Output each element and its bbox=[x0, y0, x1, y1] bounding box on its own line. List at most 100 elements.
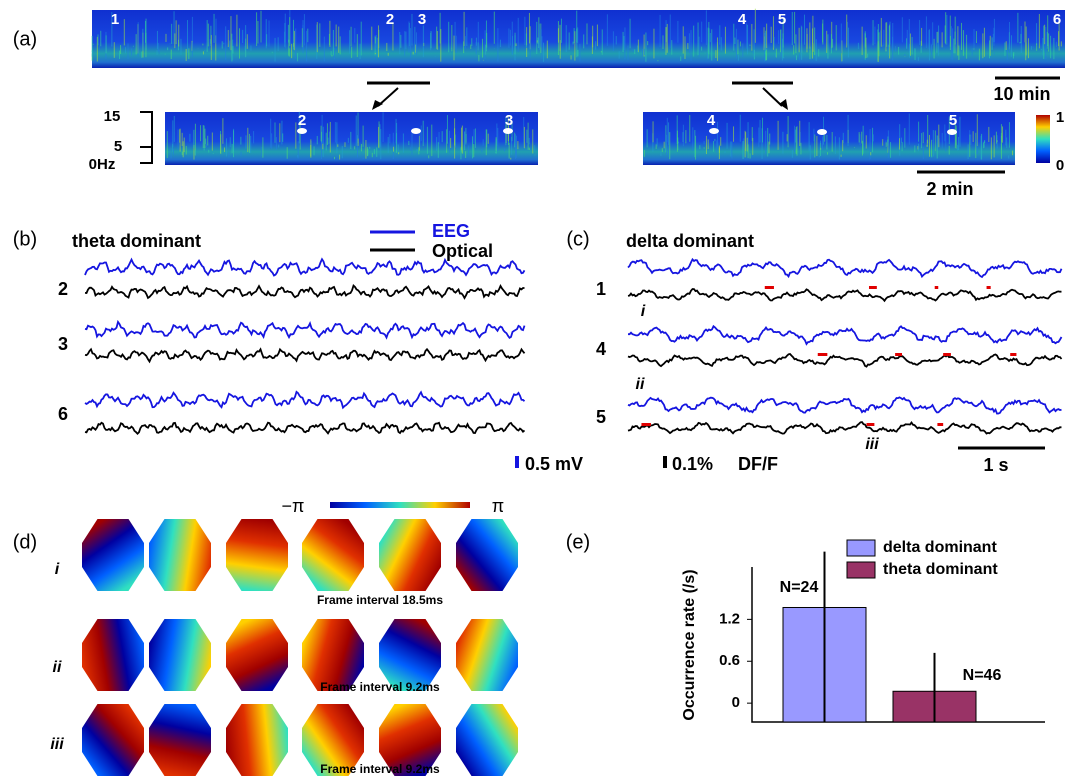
row-label: i bbox=[55, 561, 60, 578]
time-marker: 4 bbox=[738, 11, 747, 28]
panel-label: (b) bbox=[13, 228, 37, 250]
phase-map bbox=[82, 704, 144, 776]
freq-tick: 5 bbox=[114, 138, 122, 155]
event-tick bbox=[943, 353, 951, 356]
trace bbox=[84, 257, 526, 277]
freq-tick: 0Hz bbox=[89, 156, 116, 173]
frame-caption: Frame interval 9.2ms bbox=[320, 762, 440, 776]
spectrogram bbox=[643, 112, 1015, 165]
event-tick bbox=[817, 353, 828, 356]
phase-map bbox=[149, 619, 211, 691]
time-marker: 2 bbox=[298, 112, 306, 129]
colorbar-tick: 0 bbox=[1056, 157, 1064, 174]
event-tick bbox=[868, 286, 877, 289]
phase-map bbox=[379, 619, 441, 691]
layout bbox=[140, 76, 1060, 508]
time-marker: 3 bbox=[505, 112, 513, 129]
legend-swatch bbox=[846, 539, 876, 557]
scale-label: DF/F bbox=[738, 454, 778, 474]
y-axis-label: Occurrence rate (/s) bbox=[681, 569, 698, 720]
spectrogram-texture bbox=[166, 111, 536, 160]
trace bbox=[627, 257, 1063, 279]
phase-map bbox=[456, 619, 518, 691]
legend-label: EEG bbox=[432, 221, 470, 241]
phase-map bbox=[379, 519, 441, 591]
phase-map bbox=[302, 619, 364, 691]
row-label: 2 bbox=[58, 279, 68, 299]
time-marker: 5 bbox=[778, 11, 786, 28]
panel-label: (d) bbox=[13, 531, 37, 553]
event-marker bbox=[947, 129, 957, 135]
freq-tick: 15 bbox=[104, 108, 121, 125]
event-label: ii bbox=[636, 376, 645, 393]
legend-label: Optical bbox=[432, 241, 493, 261]
scale-label: 10 min bbox=[993, 84, 1050, 104]
row-label: 6 bbox=[58, 404, 68, 424]
spectrogram bbox=[92, 10, 1065, 68]
trace bbox=[84, 319, 526, 340]
trace bbox=[627, 421, 1062, 435]
panel-title: delta dominant bbox=[626, 231, 754, 251]
event-marker bbox=[503, 128, 513, 134]
scale-label: 2 min bbox=[926, 179, 973, 199]
legend-label: theta dominant bbox=[883, 561, 998, 578]
panel-title: theta dominant bbox=[72, 231, 201, 251]
time-marker: 5 bbox=[949, 112, 957, 129]
row-label: iii bbox=[50, 736, 64, 753]
time-marker: 2 bbox=[386, 11, 394, 28]
n-label: N=24 bbox=[780, 579, 819, 596]
n-label: N=46 bbox=[963, 667, 1002, 684]
panel-label: (a) bbox=[13, 28, 37, 50]
legend-label: delta dominant bbox=[883, 539, 997, 556]
trace bbox=[84, 390, 526, 410]
trace bbox=[628, 324, 1063, 346]
phase-map bbox=[226, 519, 288, 591]
row-label: 4 bbox=[596, 339, 606, 359]
trace bbox=[84, 283, 525, 300]
event-tick bbox=[934, 286, 939, 289]
scale-label: 0.1% bbox=[672, 454, 713, 474]
event-tick bbox=[764, 286, 774, 289]
phase-map bbox=[379, 704, 441, 776]
phase-map bbox=[82, 519, 144, 591]
colorbar-tick: −π bbox=[282, 496, 305, 516]
panel-label: (e) bbox=[566, 531, 590, 553]
phase-map bbox=[456, 704, 518, 776]
phase-map bbox=[456, 519, 518, 591]
trace bbox=[627, 288, 1062, 303]
time-marker: 3 bbox=[418, 11, 426, 28]
colorbar-tick: π bbox=[492, 496, 504, 516]
event-tick bbox=[937, 423, 944, 426]
time-marker: 1 bbox=[111, 11, 119, 28]
panel-label: (c) bbox=[566, 228, 589, 250]
event-tick bbox=[1010, 353, 1017, 356]
frame-caption: Frame interval 9.2ms bbox=[320, 680, 440, 694]
spectrogram-texture bbox=[643, 113, 1014, 160]
time-marker: 4 bbox=[707, 112, 716, 129]
event-marker bbox=[817, 129, 827, 135]
phase-map bbox=[302, 704, 364, 776]
event-marker bbox=[297, 128, 307, 134]
row-label: 3 bbox=[58, 334, 68, 354]
event-label: iii bbox=[865, 436, 879, 453]
y-tick-label: 0 bbox=[732, 694, 740, 711]
event-marker bbox=[709, 128, 719, 134]
legend-swatch bbox=[846, 561, 876, 579]
row-label: ii bbox=[53, 659, 62, 676]
phase-map bbox=[302, 519, 364, 591]
phase-map bbox=[149, 704, 211, 776]
trace bbox=[627, 396, 1062, 415]
phase-map bbox=[82, 619, 144, 691]
spectrogram-texture bbox=[91, 8, 1062, 62]
trace bbox=[627, 353, 1063, 368]
y-tick-label: 0.6 bbox=[719, 652, 740, 669]
phase-map bbox=[226, 704, 288, 776]
event-label: i bbox=[641, 303, 646, 320]
trace bbox=[84, 347, 526, 364]
y-tick-label: 1.2 bbox=[719, 610, 740, 627]
event-tick bbox=[641, 423, 651, 426]
row-label: 5 bbox=[596, 407, 606, 427]
event-tick bbox=[867, 423, 875, 426]
trace bbox=[84, 421, 526, 435]
scale-label: 1 s bbox=[983, 455, 1008, 475]
